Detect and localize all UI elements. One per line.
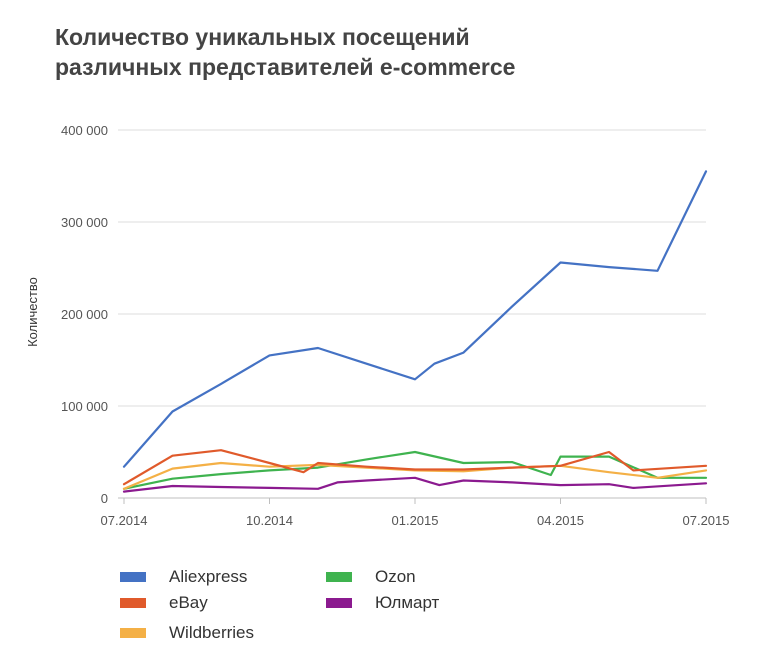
legend-item-ebay: eBay [120, 592, 208, 614]
y-tick-label: 300 000 [61, 215, 108, 230]
legend-swatch-aliexpress [120, 572, 146, 582]
x-tick-label: 10.2014 [246, 513, 293, 528]
legend-swatch-wildberries [120, 628, 146, 638]
chart-title-line-1: Количество уникальных посещений [55, 24, 470, 50]
y-tick-labels: 0 100 000 200 000 300 000 400 000 [61, 123, 108, 506]
x-tick-labels: 07.2014 10.2014 01.2015 04.2015 07.2015 [101, 513, 730, 528]
x-tick-label: 07.2015 [683, 513, 730, 528]
y-tick-label: 0 [101, 491, 108, 506]
legend-item-ozon: Ozon [326, 566, 416, 588]
series-line-- [122, 476, 708, 493]
chart-title-line-2: различных представителей e-commerce [55, 54, 516, 80]
legend-item-yulmart: Юлмарт [326, 592, 439, 614]
y-tick-label: 400 000 [61, 123, 108, 138]
grid-lines [118, 129, 707, 504]
x-tick-label: 07.2014 [101, 513, 148, 528]
legend-label-yulmart: Юлмарт [375, 593, 440, 612]
series-lines [122, 170, 708, 493]
y-tick-label: 200 000 [61, 307, 108, 322]
legend-item-aliexpress: Aliexpress [120, 566, 247, 588]
legend-swatch-ebay [120, 598, 146, 608]
series-line-ozon [122, 450, 708, 490]
legend-swatch-ozon [326, 572, 352, 582]
y-axis-label: Количество [25, 277, 40, 347]
legend-label-ebay: eBay [169, 593, 208, 612]
y-tick-label: 100 000 [61, 399, 108, 414]
legend-label-aliexpress: Aliexpress [169, 567, 248, 586]
legend-label-ozon: Ozon [375, 567, 416, 586]
legend-label-wildberries: Wildberries [169, 623, 255, 642]
legend-swatch-yulmart [326, 598, 352, 608]
x-tick-label: 01.2015 [392, 513, 439, 528]
series-line-ebay [122, 449, 708, 486]
x-tick-label: 04.2015 [537, 513, 584, 528]
series-line-aliexpress [122, 170, 708, 468]
line-chart: 0 100 000 200 000 300 000 400 000 07.2014 10.… [25, 123, 730, 528]
chart-title: Количество уникальных посещений различны… [55, 22, 655, 82]
legend-item-wildberries: Wildberries [120, 622, 254, 644]
